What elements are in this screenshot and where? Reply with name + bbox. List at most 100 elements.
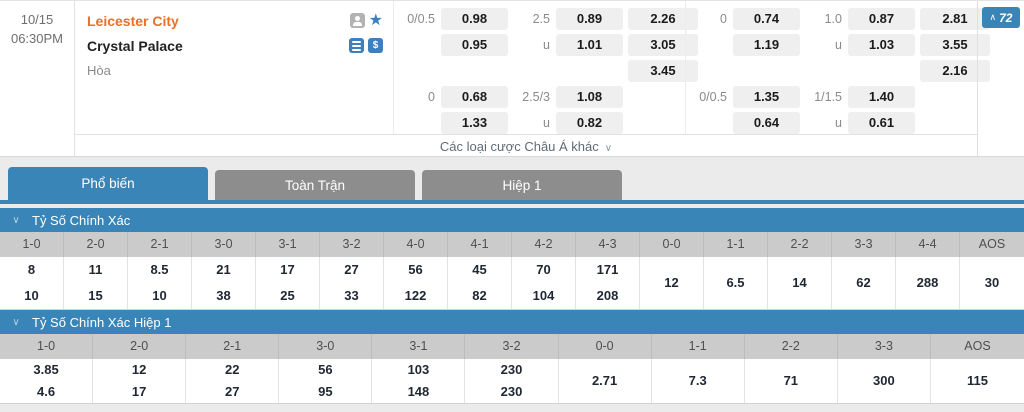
score-odd[interactable]: 3.85 [33,362,59,377]
odd-1x2-away[interactable]: 3.55 [920,34,990,56]
odd-hdp-home[interactable]: 0.98 [441,8,508,30]
hdp-label: 0 [428,90,435,104]
score-column-values: 6.5 [704,257,768,309]
tab-hiep-1[interactable]: Hiệp 1 [422,170,622,200]
score-column-header: 4-3 [576,232,640,257]
score-column: 2-2 71 [744,334,838,403]
odd-hdp-home[interactable]: 0.68 [441,86,508,108]
score-odd[interactable]: 122 [404,288,427,303]
score-odd[interactable]: 230 [500,362,523,377]
odd-1x2-away[interactable]: 3.05 [628,34,698,56]
score-odd[interactable]: 71 [783,373,799,388]
score-column-header: 1-0 [0,232,64,257]
away-team-name[interactable]: Crystal Palace [87,37,183,54]
odd-over[interactable]: 0.87 [848,8,915,30]
score-odd[interactable]: 12 [664,275,679,290]
score-odd[interactable]: 27 [344,262,359,277]
score-odd[interactable]: 15 [88,288,103,303]
score-column-values: 300 [838,359,931,403]
odd-1x2-draw[interactable]: 3.45 [628,60,698,82]
more-asian-bets-link[interactable]: Các loại cược Châu Á khác ∨ [75,134,977,158]
match-count: 72 [999,10,1013,25]
ou-under-label: u [543,116,550,130]
score-column: 2-0 12 17 [93,334,187,403]
score-odd[interactable]: 82 [472,288,487,303]
score-odd[interactable]: 148 [407,384,430,399]
odd-hdp-away[interactable]: 0.64 [733,112,800,134]
score-odd[interactable]: 12 [131,362,147,377]
score-odd[interactable]: 27 [225,384,240,399]
odd-1x2-draw[interactable]: 2.16 [920,60,990,82]
score-odd[interactable]: 14 [792,275,807,290]
score-odd[interactable]: 17 [280,262,295,277]
score-odd[interactable]: 6.5 [726,275,745,290]
score-column: 4-0 56 122 [384,232,448,309]
odd-over[interactable]: 0.89 [556,8,623,30]
score-odd[interactable]: 4.6 [37,384,56,399]
score-odd[interactable]: 11 [88,262,103,277]
odd-under[interactable]: 1.03 [848,34,915,56]
score-odd[interactable]: 288 [916,275,939,290]
score-odd[interactable]: 21 [216,262,231,277]
odd-under[interactable]: 0.82 [556,112,623,134]
odd-over[interactable]: 1.40 [848,86,915,108]
score-odd[interactable]: 33 [344,288,359,303]
score-column-values: 27 33 [320,257,384,309]
score-odd[interactable]: 300 [873,373,895,388]
score-odd[interactable]: 10 [24,288,39,303]
score-odd[interactable]: 45 [472,262,487,277]
score-odd[interactable]: 104 [532,288,555,303]
score-column-header: 2-2 [744,334,838,359]
score-odd[interactable]: 230 [500,384,523,399]
score-odd[interactable]: 95 [318,384,333,399]
star-favorite-icon[interactable]: ★ [368,12,383,29]
score-odd[interactable]: 8 [27,262,36,277]
odd-hdp-home[interactable]: 0.74 [733,8,800,30]
score-odd[interactable]: 62 [856,275,871,290]
score-odd[interactable]: 2.71 [591,373,618,388]
score-odd[interactable]: 8.5 [150,262,169,277]
score-odd[interactable]: 115 [966,373,988,388]
section-header-correct-score-1h[interactable]: ∨ Tỷ Số Chính Xác Hiệp 1 [0,310,1024,334]
match-datetime: 10/15 06:30PM [0,1,75,156]
ou-under-label: u [835,38,842,52]
score-odd[interactable]: 56 [408,262,423,277]
odd-hdp-away[interactable]: 1.19 [733,34,800,56]
tab-pho-bien[interactable]: Phổ biến [8,167,208,200]
score-odd[interactable]: 103 [407,362,430,377]
score-odd[interactable]: 30 [984,275,1000,290]
score-odd[interactable]: 171 [596,262,619,277]
odd-over[interactable]: 1.08 [556,86,623,108]
odd-under[interactable]: 0.61 [848,112,915,134]
score-column-values: 8 10 [0,257,64,309]
score-odd[interactable]: 56 [318,362,333,377]
odd-hdp-home[interactable]: 1.35 [733,86,800,108]
user-icon [349,13,365,28]
active-tab-underline [0,200,1024,204]
hdp-label: 0/0.5 [407,12,435,26]
section-header-correct-score[interactable]: ∨ Tỷ Số Chính Xác [0,208,1024,232]
odd-1x2-home[interactable]: 2.81 [920,8,990,30]
score-odd[interactable]: 17 [131,384,147,399]
score-column-values: 56 122 [384,257,448,309]
section-title: Tỷ Số Chính Xác [32,212,131,228]
odd-hdp-away[interactable]: 1.33 [441,112,508,134]
odd-1x2-home[interactable]: 2.26 [628,8,698,30]
stats-icon[interactable] [349,38,364,53]
odd-under[interactable]: 1.01 [556,34,623,56]
score-odd[interactable]: 25 [280,288,295,303]
score-odd[interactable]: 70 [536,262,551,277]
score-odd[interactable]: 38 [216,288,231,303]
score-column: 4-3 171 208 [576,232,640,309]
score-column-header: AOS [960,232,1024,257]
score-odd[interactable]: 208 [596,288,619,303]
score-odd[interactable]: 10 [152,288,167,303]
home-team-name[interactable]: Leicester City [87,12,179,29]
dollar-cashout-icon[interactable]: $ [368,38,383,53]
score-odd[interactable]: 7.3 [688,373,707,388]
score-column-values: 21 38 [192,257,256,309]
score-odd[interactable]: 22 [225,362,240,377]
tab-toan-tran[interactable]: Toàn Trận [215,170,415,200]
collapse-league-button[interactable]: ∧ 72 [982,7,1020,28]
odd-hdp-away[interactable]: 0.95 [441,34,508,56]
